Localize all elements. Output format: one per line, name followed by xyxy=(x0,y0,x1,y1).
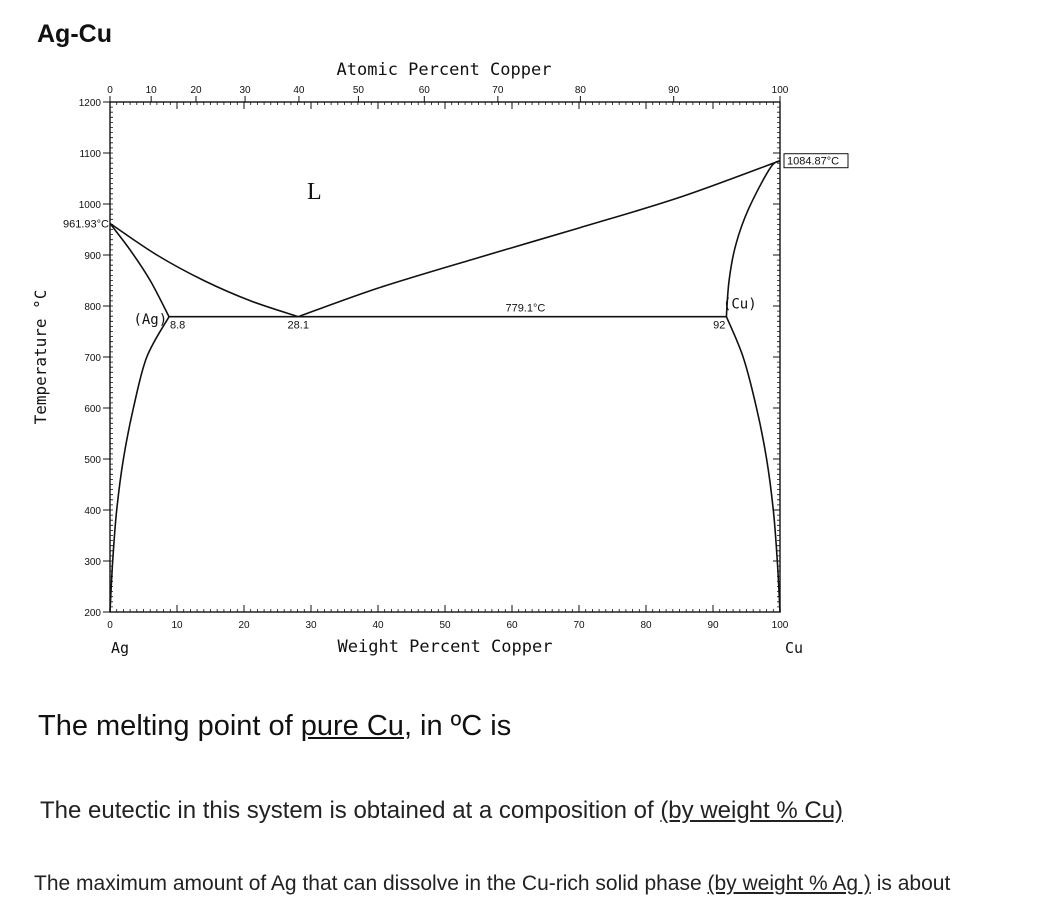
eutectic-temperature-label: 779.1°C xyxy=(505,303,545,315)
question-3-underlined: (by weight % Ag ) xyxy=(707,872,871,895)
y-tick-label-300: 300 xyxy=(84,557,101,568)
y-tick-label-1200: 1200 xyxy=(79,98,102,109)
top-tick-label-50: 50 xyxy=(353,85,365,96)
top-axis: 0 10 20 30 40 50 60 70 80 90 100 xyxy=(107,85,789,102)
question-1-text: The melting point of xyxy=(38,710,301,742)
x-left-end-label: Ag xyxy=(111,639,129,657)
top-tick-label-20: 20 xyxy=(190,85,202,96)
top-tick-label-80: 80 xyxy=(575,85,587,96)
solidus-ag-side xyxy=(109,222,170,318)
y-tick-label-500: 500 xyxy=(84,455,101,466)
x-tick-label-80: 80 xyxy=(640,620,652,631)
top-tick-label-70: 70 xyxy=(492,85,504,96)
phase-diagram: Ag-Cu 0 10 20 30 40 50 60 70 80 90 100 0 10 20 30 40 50… xyxy=(31,20,849,657)
top-tick-label-90: 90 xyxy=(668,85,680,96)
liquidus-cu-side xyxy=(298,159,781,318)
x-tick-label-10: 10 xyxy=(171,620,183,631)
region-cu-solid-label: (Cu) xyxy=(723,297,757,313)
x-tick-label-30: 30 xyxy=(305,620,317,631)
x-axis-label: Weight Percent Copper xyxy=(338,637,553,657)
top-tick-label-10: 10 xyxy=(146,85,158,96)
question-1-underlined: pure Cu xyxy=(300,710,404,742)
diagram-title: Ag-Cu xyxy=(37,20,112,48)
minor-tick-marks xyxy=(109,101,781,613)
x-tick-label-100: 100 xyxy=(772,620,789,631)
minor-ticks xyxy=(109,101,781,613)
cu-melting-label: 1084.87°C xyxy=(787,156,839,168)
top-axis-label: Atomic Percent Copper xyxy=(337,60,552,80)
plot-frame xyxy=(109,101,781,613)
liquidus-ag-side xyxy=(109,222,299,318)
x-right-end-label: Cu xyxy=(785,639,803,657)
question-2-text: The eutectic in this system is obtained … xyxy=(40,797,661,824)
question-cu-melting-point: The melting point of pure Cu, in ºC is xyxy=(38,710,511,743)
cu-melting-label-box xyxy=(783,153,849,169)
question-eutectic-composition: The eutectic in this system is obtained … xyxy=(40,797,843,825)
question-2-underlined: (by weight % Cu) xyxy=(660,797,844,824)
y-tick-label-400: 400 xyxy=(84,506,101,517)
x-tick-label-50: 50 xyxy=(439,620,451,631)
solvus-ag-side xyxy=(109,316,170,613)
cu-solubility-label: 92 xyxy=(713,320,725,332)
ag-melting-label: 961.93°C xyxy=(63,218,109,230)
x-tick-label-40: 40 xyxy=(372,620,384,631)
y-tick-label-1100: 1100 xyxy=(79,149,101,160)
bottom-axis: 0 10 20 30 40 50 60 70 80 90 100 xyxy=(107,102,789,631)
x-tick-label-90: 90 xyxy=(707,620,719,631)
solidus-cu-side xyxy=(725,159,781,317)
top-tick-label-100: 100 xyxy=(772,85,789,96)
y-tick-label-700: 700 xyxy=(84,353,101,364)
top-tick-label-30: 30 xyxy=(239,85,251,96)
solvus-cu-side xyxy=(725,316,781,613)
ag-solubility-label: 8.8 xyxy=(170,320,185,332)
eutectic-composition-label: 28.1 xyxy=(288,320,309,332)
x-tick-label-20: 20 xyxy=(238,620,250,631)
x-tick-label-0: 0 xyxy=(107,620,113,631)
y-tick-label-900: 900 xyxy=(84,251,101,262)
region-ag-solid-label: (Ag) xyxy=(133,312,167,328)
top-tick-label-60: 60 xyxy=(419,85,431,96)
y-tick-label-200: 200 xyxy=(84,608,101,619)
annotations: 961.93°C 1084.87°C 779.1°C 28.1 8.8 92 L… xyxy=(63,153,849,332)
y-tick-label-600: 600 xyxy=(84,404,101,415)
left-axis: 200 300 400 500 600 700 800 900 1000 1100 1200 xyxy=(79,98,780,619)
region-liquid-label: L xyxy=(307,179,322,205)
question-3-suffix: is about xyxy=(870,872,951,895)
x-tick-label-70: 70 xyxy=(573,620,585,631)
x-tick-label-60: 60 xyxy=(506,620,518,631)
question-ag-solubility-in-cu: The maximum amount of Ag that can dissol… xyxy=(34,872,950,896)
y-tick-label-800: 800 xyxy=(84,302,101,313)
top-tick-label-0: 0 xyxy=(107,85,113,96)
question-3-text: The maximum amount of Ag that can dissol… xyxy=(34,872,708,895)
question-1-suffix: , in ºC is xyxy=(403,710,512,742)
y-axis-label: Temperature °C xyxy=(31,290,50,425)
phase-boundaries xyxy=(109,159,781,613)
y-tick-label-1000: 1000 xyxy=(79,200,102,211)
top-tick-label-40: 40 xyxy=(293,85,305,96)
